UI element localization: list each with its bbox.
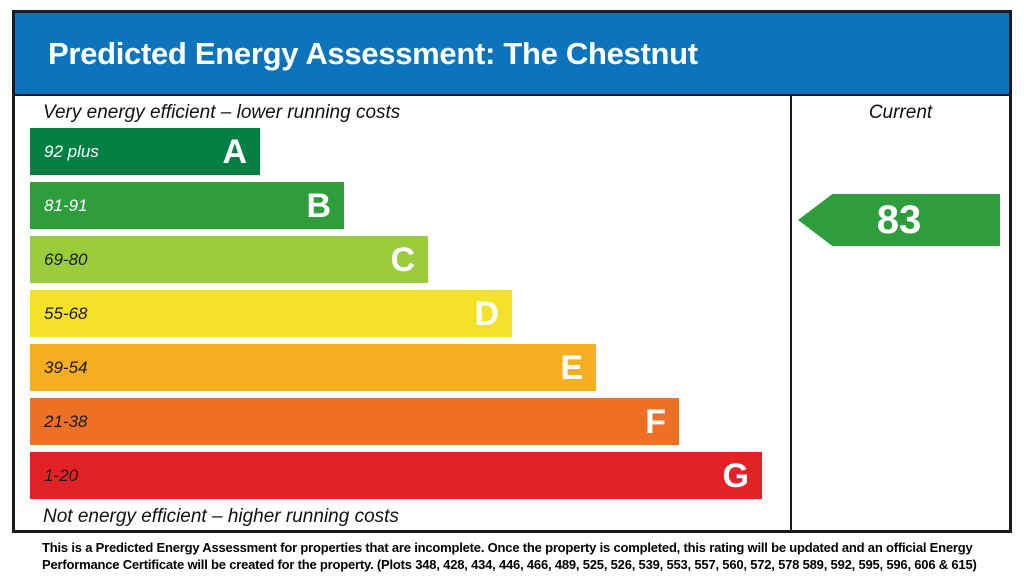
footer-note: This is a Predicted Energy Assessment fo… (42, 540, 977, 572)
band-range-label: 1-20 (44, 465, 79, 485)
epc-band-row-b: 81-91 B (30, 182, 790, 229)
band-letter: G (722, 456, 749, 495)
bands-column: Very energy efficient – lower running co… (15, 96, 790, 530)
epc-band-row-d: 55-68 D (30, 290, 790, 337)
epc-band-bar-a: 92 plus A (30, 128, 260, 175)
band-letter: F (645, 402, 666, 441)
bottom-caption: Not energy efficient – higher running co… (43, 506, 399, 527)
epc-band-row-a: 92 plus A (30, 128, 790, 175)
page-title: Predicted Energy Assessment: The Chestnu… (48, 35, 698, 71)
current-rating-value: 83 (876, 198, 922, 242)
band-letter: E (560, 348, 583, 387)
current-rating-arrow: 83 (798, 194, 1000, 246)
epc-band-bar-f: 21-38 F (30, 398, 679, 445)
band-range-label: 55-68 (44, 303, 88, 323)
band-range-label: 69-80 (44, 249, 88, 269)
top-caption: Very energy efficient – lower running co… (43, 102, 401, 123)
current-column-header: Current (868, 102, 933, 123)
epc-chart: Predicted Energy Assessment: The Chestnu… (12, 10, 1012, 533)
epc-band-bar-e: 39-54 E (30, 344, 596, 391)
band-letter: C (390, 240, 415, 279)
epc-band-row-f: 21-38 F (30, 398, 790, 445)
chart-body: Very energy efficient – lower running co… (15, 96, 1009, 530)
band-letter: A (222, 132, 247, 171)
band-letter: D (474, 294, 499, 333)
band-range-label: 81-91 (44, 195, 88, 215)
band-letter: B (306, 186, 331, 225)
epc-band-row-e: 39-54 E (30, 344, 790, 391)
epc-bands: 92 plus A 81-91 B 69-80 C 55-68 D 39-54 E 21-38 F 1-… (30, 128, 790, 499)
current-column: Current 83 (790, 96, 1009, 530)
epc-band-bar-g: 1-20 G (30, 452, 762, 499)
epc-band-bar-b: 81-91 B (30, 182, 344, 229)
band-range-label: 39-54 (44, 357, 88, 377)
epc-band-bar-d: 55-68 D (30, 290, 512, 337)
header-bar: Predicted Energy Assessment: The Chestnu… (15, 13, 1009, 96)
band-range-label: 92 plus (44, 141, 99, 161)
epc-band-row-c: 69-80 C (30, 236, 790, 283)
epc-band-bar-c: 69-80 C (30, 236, 428, 283)
epc-band-row-g: 1-20 G (30, 452, 790, 499)
band-range-label: 21-38 (44, 411, 88, 431)
